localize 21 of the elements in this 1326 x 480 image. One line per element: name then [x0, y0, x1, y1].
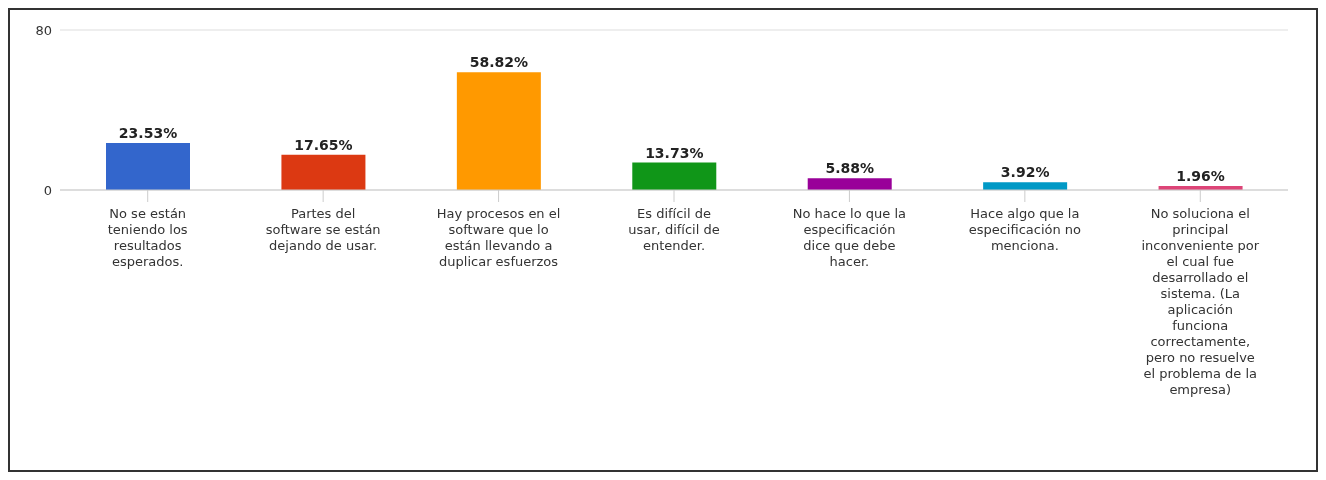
data-label: 58.82% — [469, 54, 529, 71]
data-label: 23.53% — [118, 124, 178, 141]
y-tick-label: 0 — [43, 182, 52, 198]
data-label: 1.96% — [1176, 168, 1225, 185]
y-tick-label: 80 — [35, 22, 52, 38]
bar — [281, 154, 366, 190]
data-label: 3.92% — [1000, 164, 1050, 181]
data-label: 13.73% — [645, 144, 704, 161]
x-tick-label: Partes del software se están dejando de usar. — [265, 206, 381, 253]
x-tick-label: Hace algo que la especificación no menciona. — [968, 206, 1082, 253]
bar — [632, 162, 717, 190]
x-tick-label: Es difícil de usar, difícil de entender. — [628, 206, 720, 253]
x-tick-label: Hay procesos en el software que lo están llevando a duplicar esfuerzos — [436, 206, 561, 269]
x-tick-label: No se están teniendo los resultados esperados. — [107, 206, 188, 269]
data-label: 17.65% — [294, 136, 353, 153]
bar — [106, 142, 190, 190]
data-label: 5.88% — [825, 160, 874, 177]
x-tick-label: No hace lo que la especificación dice que debe hacer. — [792, 206, 907, 269]
bar — [807, 178, 892, 190]
category-label: No soluciona el principal inconveniente por el cual fue desarrollado el sistema. (La aplicación funciona correctamente, pero no resuelve el problema de la empresa) — [1141, 206, 1260, 397]
bar — [456, 72, 541, 190]
